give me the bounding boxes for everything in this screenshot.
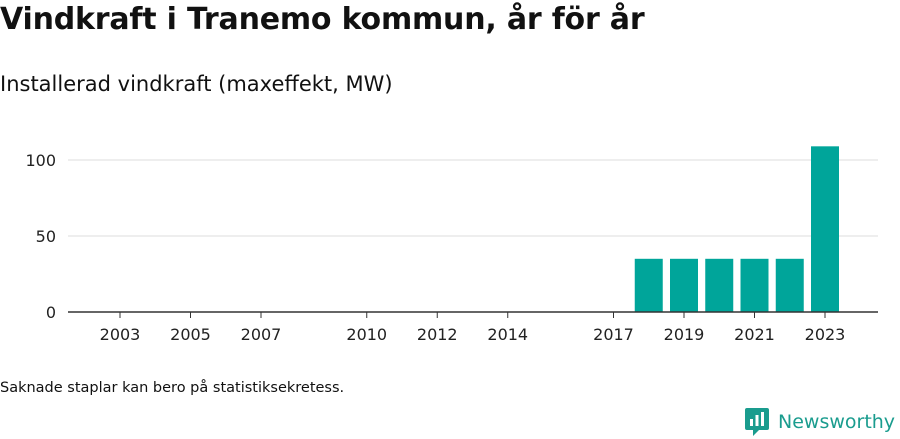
gridlines [68, 159, 878, 237]
chart-title: Vindkraft i Tranemo kommun, år för år [0, 2, 645, 37]
x-tick-label-2014: 2014 [487, 325, 528, 344]
brand[interactable]: Newsworthy [744, 405, 895, 439]
y-tick-label-50: 50 [36, 227, 56, 246]
bars [634, 146, 839, 312]
bar-2018 [634, 258, 663, 312]
y-tick-label-100: 100 [25, 151, 56, 170]
brand-name: Newsworthy [778, 411, 896, 433]
x-tick-label-2005: 2005 [170, 325, 211, 344]
bar-2023 [811, 146, 839, 312]
bar-2019 [670, 258, 698, 312]
x-tick-label-2012: 2012 [417, 325, 458, 344]
bar-2020 [705, 258, 734, 312]
x-tick-label-2007: 2007 [241, 325, 282, 344]
bar-2021 [740, 258, 769, 312]
x-tick-label-2019: 2019 [664, 325, 705, 344]
newsworthy-logo-icon [745, 408, 769, 436]
chart-subtitle: Installerad vindkraft (maxeffekt, MW) [0, 72, 393, 96]
x-tick-label-2023: 2023 [805, 325, 846, 344]
x-tick-label-2017: 2017 [593, 325, 634, 344]
y-tick-label-0: 0 [46, 303, 56, 322]
x-tick-label-2003: 2003 [100, 325, 141, 344]
footnote: Saknade staplar kan bero på statistiksek… [0, 380, 345, 396]
bar-2022 [775, 258, 804, 312]
y-axis-ticks: 0 50 100 [25, 151, 56, 322]
x-tick-label-2021: 2021 [734, 325, 775, 344]
x-axis: 2003 2005 2007 2010 2012 2014 2017 2019 2021 2023 [68, 311, 878, 344]
x-tick-label-2010: 2010 [346, 325, 387, 344]
